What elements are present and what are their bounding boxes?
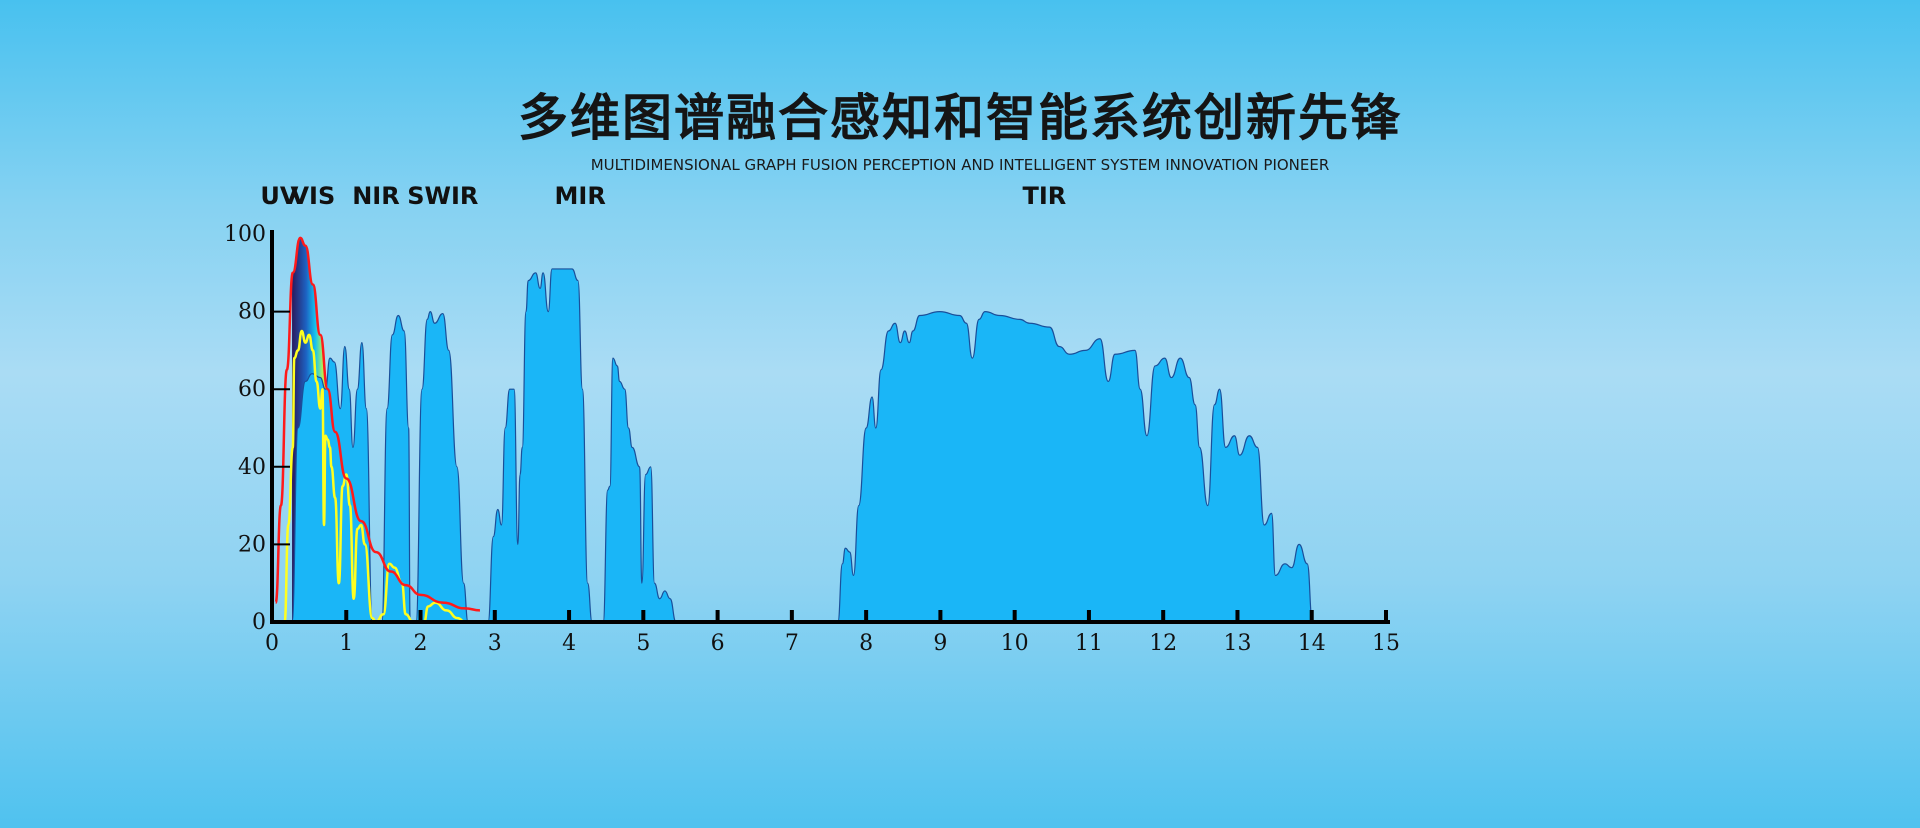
x-tick-label: 2 — [414, 631, 428, 656]
transmission-band-5 — [837, 310, 1314, 623]
x-tick-label: 4 — [562, 631, 576, 656]
x-tick-label: 11 — [1075, 631, 1103, 656]
transmission-band-3 — [487, 268, 593, 623]
band-label: VIS — [290, 182, 335, 210]
x-tick-label: 9 — [933, 631, 947, 656]
band-label: TIR — [1022, 182, 1066, 210]
band-label: MIR — [555, 182, 606, 210]
transmission-band-4 — [602, 357, 677, 623]
blackbody-curve-line — [274, 236, 480, 612]
y-tick-label: 40 — [238, 455, 266, 480]
x-tick-label: 12 — [1149, 631, 1177, 656]
y-tick-label: 20 — [238, 532, 266, 557]
x-tick-label: 14 — [1298, 631, 1326, 656]
page-subtitle: MULTIDIMENSIONAL GRAPH FUSION PERCEPTION… — [590, 156, 1330, 174]
band-label: NIR — [352, 182, 400, 210]
x-tick-label: 1 — [339, 631, 353, 656]
solar-spectrum-line — [283, 329, 466, 624]
band-label: SWIR — [407, 182, 478, 210]
x-tick-label: 3 — [488, 631, 502, 656]
band-label: UV — [260, 182, 298, 210]
x-tick-label: 0 — [265, 631, 279, 656]
x-tick-label: 8 — [859, 631, 873, 656]
transmission-band-2 — [415, 310, 469, 623]
x-tick-label: 7 — [785, 631, 799, 656]
x-tick-label: 15 — [1372, 631, 1400, 656]
y-tick-label: 0 — [252, 610, 266, 635]
x-tick-label: 10 — [1001, 631, 1029, 656]
y-tick-label: 100 — [224, 222, 266, 247]
y-tick-label: 80 — [238, 300, 266, 325]
y-tick-label: 60 — [238, 377, 266, 402]
x-tick-label: 6 — [711, 631, 725, 656]
x-tick-label: 5 — [636, 631, 650, 656]
x-tick-label: 13 — [1223, 631, 1251, 656]
page-title: 多维图谱融合感知和智能系统创新先锋 — [518, 89, 1402, 147]
transmission-band-1 — [381, 314, 411, 623]
